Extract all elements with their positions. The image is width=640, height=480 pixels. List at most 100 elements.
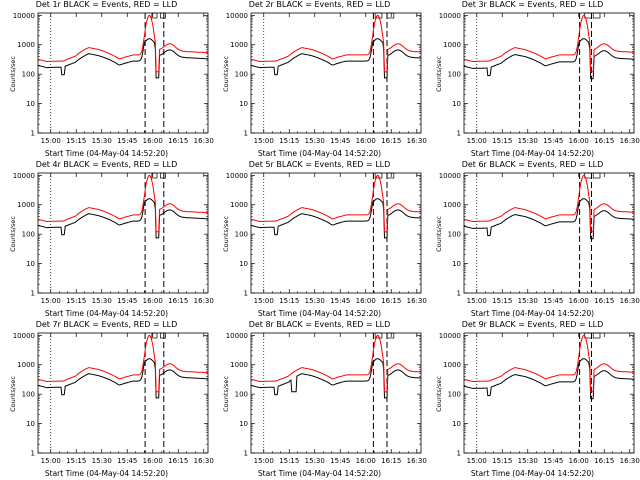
x-tick-label: 15:00 — [467, 137, 487, 145]
x-tick-label: 15:30 — [92, 297, 112, 305]
x-tick-label: 15:30 — [518, 457, 538, 465]
x-tick-label: 15:15 — [492, 297, 512, 305]
series-events-line — [463, 358, 634, 400]
y-tick-label: 10 — [26, 260, 35, 268]
y-tick-label: 100 — [235, 231, 248, 239]
x-axis-label: Start Time (04-May-04 14:52:20) — [470, 469, 595, 478]
x-tick-label: 16:30 — [194, 137, 214, 145]
x-axis-label: Start Time (04-May-04 14:52:20) — [470, 149, 595, 158]
x-tick-label: 16:00 — [356, 137, 376, 145]
x-tick-label: 16:30 — [407, 297, 427, 305]
time-window-box — [151, 12, 158, 19]
x-tick-label: 16:15 — [594, 297, 614, 305]
chart-det-3r: 1 10 100 1000 10000 15:00 15:15 15:30 15:45 16:00… — [439, 12, 640, 145]
y-tick-label: 1000 — [17, 41, 35, 49]
panel-title: Det 2r BLACK = Events, RED = LLD — [248, 0, 391, 9]
x-tick-label: 16:15 — [168, 137, 188, 145]
x-axis-label: Start Time (04-May-04 14:52:20) — [44, 469, 169, 478]
series-lld-line — [463, 174, 634, 233]
series-lld-line — [250, 174, 422, 233]
x-tick-label: 16:15 — [168, 297, 188, 305]
x-tick-label: 15:30 — [305, 137, 325, 145]
plot-frame — [37, 12, 209, 134]
x-tick-label: 15:15 — [66, 297, 86, 305]
y-tick-label: 1000 — [443, 201, 461, 209]
chart-det-9r: 1 10 100 1000 10000 15:00 15:15 15:30 15:45 16:00… — [439, 332, 640, 465]
y-tick-label: 100 — [235, 391, 248, 399]
y-axis-label: Counts/sec — [435, 216, 443, 252]
series-events-line — [463, 38, 634, 80]
x-tick-label: 16:15 — [594, 137, 614, 145]
x-tick-label: 15:00 — [467, 297, 487, 305]
x-tick-label: 15:15 — [66, 137, 86, 145]
plot-frame — [463, 332, 635, 454]
y-tick-label: 100 — [235, 71, 248, 79]
x-tick-label: 16:30 — [407, 137, 427, 145]
y-tick-label: 10000 — [439, 332, 461, 340]
x-tick-label: 16:30 — [194, 297, 214, 305]
x-tick-label: 15:30 — [305, 297, 325, 305]
y-tick-label: 10 — [239, 260, 248, 268]
x-tick-label: 16:15 — [594, 457, 614, 465]
chart-det-6r: 1 10 100 1000 10000 15:00 15:15 15:30 15:45 16:00… — [439, 172, 640, 305]
panel-title: Det 8r BLACK = Events, RED = LLD — [248, 320, 391, 329]
x-axis-label: Start Time (04-May-04 14:52:20) — [257, 469, 382, 478]
panel-title: Det 5r BLACK = Events, RED = LLD — [248, 160, 391, 169]
x-tick-label: 16:30 — [620, 297, 640, 305]
x-tick-label: 15:00 — [254, 297, 274, 305]
y-tick-label: 1 — [457, 290, 461, 298]
x-tick-label: 16:00 — [569, 457, 589, 465]
y-tick-label: 1 — [244, 130, 248, 138]
y-tick-label: 1 — [31, 130, 35, 138]
x-tick-label: 16:00 — [569, 297, 589, 305]
panel-det-1r: 1 10 100 1000 10000 15:00 15:15 15:30 15:45 16:00… — [0, 0, 214, 160]
panel-det-4r: 1 10 100 1000 10000 15:00 15:15 15:30 15:45 16:00… — [0, 160, 214, 320]
x-tick-label: 16:00 — [143, 297, 163, 305]
time-window-box — [151, 172, 158, 179]
y-axis-label: Counts/sec — [222, 216, 230, 252]
x-tick-label: 15:45 — [543, 137, 563, 145]
y-tick-label: 1000 — [230, 361, 248, 369]
y-tick-label: 10 — [452, 100, 461, 108]
series-lld-line — [463, 334, 634, 393]
chart-det-1r: 1 10 100 1000 10000 15:00 15:15 15:30 15:45 16:00… — [13, 12, 214, 145]
y-tick-label: 100 — [448, 391, 461, 399]
y-axis-label: Counts/sec — [9, 376, 17, 412]
x-tick-label: 16:00 — [569, 137, 589, 145]
plot-frame — [250, 172, 422, 294]
panel-title: Det 3r BLACK = Events, RED = LLD — [461, 0, 604, 9]
series-events-line — [37, 38, 208, 79]
panel-title: Det 4r BLACK = Events, RED = LLD — [35, 160, 178, 169]
y-tick-label: 1000 — [443, 361, 461, 369]
plot-frame — [37, 332, 209, 454]
y-tick-label: 10000 — [226, 332, 248, 340]
plot-frame — [463, 12, 635, 134]
panel-det-9r: 1 10 100 1000 10000 15:00 15:15 15:30 15:45 16:00… — [426, 320, 640, 480]
panel-det-5r: 1 10 100 1000 10000 15:00 15:15 15:30 15:45 16:00… — [213, 160, 427, 320]
y-tick-label: 100 — [22, 71, 35, 79]
panel-det-7r: 1 10 100 1000 10000 15:00 15:15 15:30 15:45 16:00… — [0, 320, 214, 480]
y-tick-label: 1000 — [17, 361, 35, 369]
series-lld-line — [37, 14, 208, 73]
x-tick-label: 16:00 — [143, 457, 163, 465]
x-tick-label: 15:15 — [279, 457, 299, 465]
panel-title: Det 1r BLACK = Events, RED = LLD — [35, 0, 178, 9]
panel-title: Det 6r BLACK = Events, RED = LLD — [461, 160, 604, 169]
panel-det-6r: 1 10 100 1000 10000 15:00 15:15 15:30 15:45 16:00… — [426, 160, 640, 320]
series-lld-line — [250, 334, 422, 393]
y-axis-label: Counts/sec — [9, 56, 17, 92]
y-axis-label: Counts/sec — [222, 376, 230, 412]
x-tick-label: 15:30 — [518, 297, 538, 305]
y-tick-label: 10 — [26, 100, 35, 108]
panel-title: Det 9r BLACK = Events, RED = LLD — [461, 320, 604, 329]
y-tick-label: 10000 — [226, 172, 248, 180]
y-tick-label: 10000 — [13, 12, 35, 20]
x-tick-label: 15:00 — [254, 457, 274, 465]
y-tick-label: 10000 — [439, 172, 461, 180]
x-axis-label: Start Time (04-May-04 14:52:20) — [470, 309, 595, 318]
time-window-box — [151, 332, 158, 339]
time-window-box — [160, 12, 166, 19]
series-events-line — [250, 198, 422, 239]
y-tick-label: 1000 — [17, 201, 35, 209]
